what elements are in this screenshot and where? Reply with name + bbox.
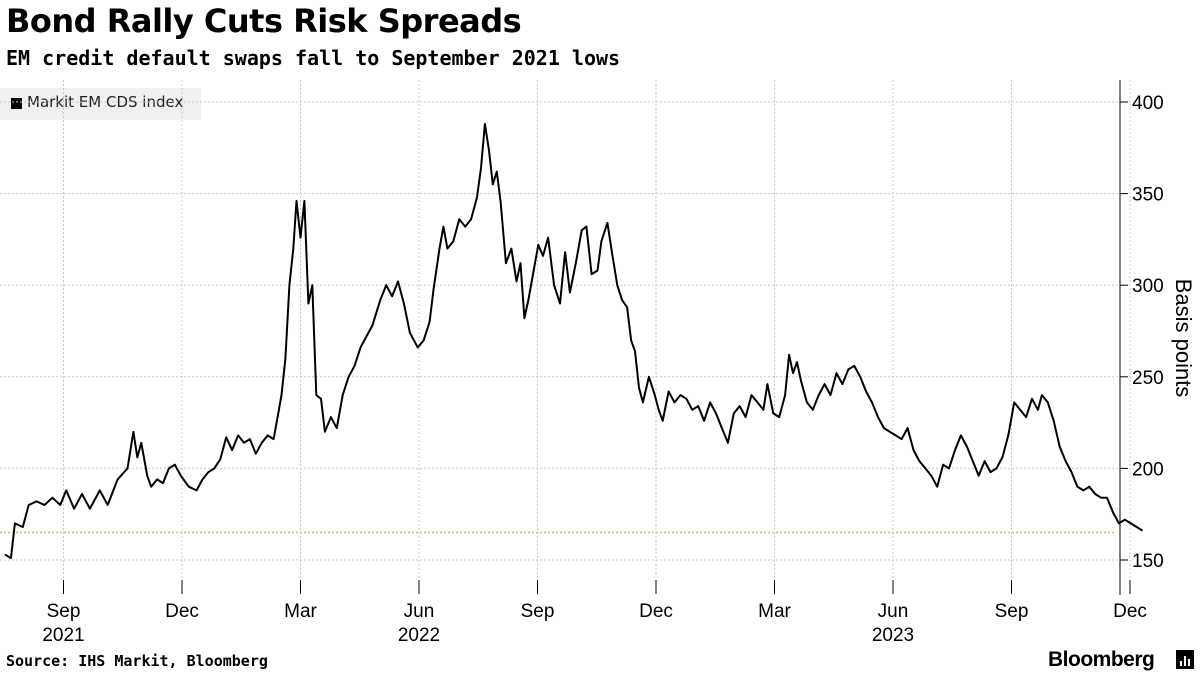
x-tick-label: Sep — [521, 601, 555, 622]
series-line-0 — [4, 123, 1144, 560]
x-tick-label: Jun — [404, 601, 435, 622]
y-tick-label: 400 — [1132, 93, 1164, 114]
x-tick-label: Dec — [165, 601, 199, 622]
x-year-label: 2023 — [872, 625, 914, 646]
y-tick-label: 300 — [1132, 276, 1164, 297]
axis-layer: 150 200 250 300 350 400 Sep Dec Mar Jun Sep Dec Mar J… — [42, 80, 1164, 646]
y-tick-label: 350 — [1132, 185, 1164, 206]
source-note: Source: IHS Markit, Bloomberg — [6, 652, 268, 670]
legend-swatch — [11, 98, 22, 109]
x-tick-label: Dec — [1113, 601, 1147, 622]
y-tick-label: 250 — [1132, 368, 1164, 389]
y-tick-label: 200 — [1132, 459, 1164, 480]
chart-title: Bond Rally Cuts Risk Spreads — [6, 2, 522, 40]
chart-subtitle: EM credit default swaps fall to Septembe… — [6, 46, 621, 70]
y-tick-label: 150 — [1132, 551, 1164, 572]
grid-layer — [0, 80, 1131, 595]
legend — [0, 88, 201, 120]
y-axis-label: Basis points — [1171, 279, 1196, 398]
x-tick-label: Mar — [758, 601, 791, 622]
x-year-label: 2021 — [42, 625, 84, 646]
bloomberg-chart-icon — [1176, 650, 1194, 669]
x-tick-label: Jun — [878, 601, 909, 622]
x-tick-label: Sep — [995, 601, 1029, 622]
x-tick-label: Mar — [284, 601, 317, 622]
x-tick-label: Dec — [639, 601, 673, 622]
x-year-label: 2022 — [398, 625, 440, 646]
bloomberg-logo-text: Bloomberg — [1048, 648, 1155, 671]
series-layer — [4, 123, 1144, 560]
x-tick-label: Sep — [47, 601, 81, 622]
